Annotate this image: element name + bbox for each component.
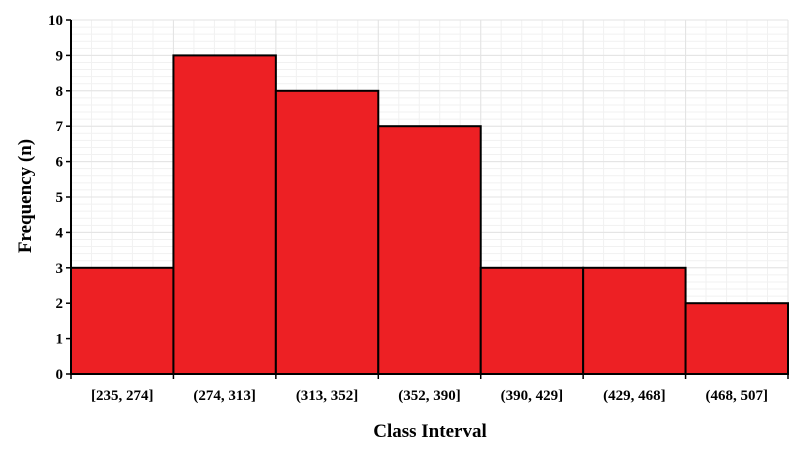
y-tick-label: 7 bbox=[56, 119, 64, 135]
y-tick-labels: 0 1 2 3 4 5 6 7 8 9 10 bbox=[48, 13, 64, 383]
bar bbox=[582, 266, 687, 375]
bar bbox=[377, 125, 482, 375]
y-axis-title: Frequency (n) bbox=[15, 139, 36, 253]
y-tick-label: 8 bbox=[56, 84, 64, 100]
bar bbox=[684, 302, 789, 376]
bars bbox=[70, 54, 789, 376]
bar bbox=[479, 266, 585, 375]
axes bbox=[66, 19, 789, 379]
y-tick-label: 2 bbox=[56, 296, 64, 312]
y-tick-label: 1 bbox=[56, 332, 64, 348]
x-axis-title: Class Interval bbox=[373, 421, 486, 442]
x-tick-label: (468, 507] bbox=[706, 388, 769, 404]
bar bbox=[70, 266, 175, 375]
y-tick-label: 4 bbox=[56, 225, 64, 241]
x-tick-label: (429, 468] bbox=[603, 388, 666, 404]
x-tick-label: (352, 390] bbox=[398, 388, 461, 404]
y-tick-label: 0 bbox=[56, 367, 64, 383]
x-tick-label: (390, 429] bbox=[501, 388, 564, 404]
y-tick-label: 3 bbox=[56, 261, 64, 277]
y-tick-label: 10 bbox=[48, 13, 63, 29]
y-tick-label: 6 bbox=[56, 155, 64, 171]
bar bbox=[172, 54, 277, 376]
x-tick-label: (313, 352] bbox=[296, 388, 359, 404]
x-tick-label: (274, 313] bbox=[193, 388, 256, 404]
x-tick-labels: [235, 274] (274, 313] (313, 352] (352, 390]… bbox=[91, 388, 768, 404]
bar bbox=[274, 89, 380, 376]
x-tick-label: [235, 274] bbox=[91, 388, 154, 404]
y-tick-label: 9 bbox=[56, 48, 64, 64]
y-tick-label: 5 bbox=[56, 190, 64, 206]
